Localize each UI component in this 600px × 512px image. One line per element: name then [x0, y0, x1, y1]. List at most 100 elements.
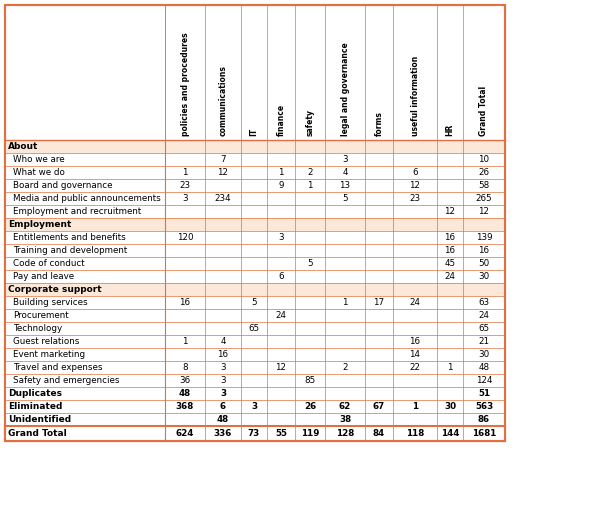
Text: 1: 1 — [182, 168, 188, 177]
Text: 144: 144 — [441, 429, 459, 438]
Text: 1: 1 — [342, 298, 348, 307]
Text: 55: 55 — [275, 429, 287, 438]
Text: Code of conduct: Code of conduct — [13, 259, 85, 268]
Text: 4: 4 — [342, 168, 348, 177]
Text: 124: 124 — [476, 376, 492, 385]
Text: 48: 48 — [179, 389, 191, 398]
Text: 22: 22 — [409, 363, 421, 372]
Bar — [5, 413, 505, 426]
Text: 62: 62 — [339, 402, 351, 411]
Bar — [5, 426, 505, 441]
Text: 23: 23 — [179, 181, 191, 190]
Bar — [5, 322, 505, 335]
Text: communications: communications — [218, 65, 227, 136]
Text: Guest relations: Guest relations — [13, 337, 79, 346]
Text: 45: 45 — [445, 259, 455, 268]
Text: 5: 5 — [307, 259, 313, 268]
Text: 1: 1 — [278, 168, 284, 177]
Text: 9: 9 — [278, 181, 284, 190]
Text: 265: 265 — [476, 194, 493, 203]
Bar — [5, 5, 505, 441]
Text: 48: 48 — [478, 363, 490, 372]
Text: 24: 24 — [275, 311, 287, 320]
Text: Eliminated: Eliminated — [8, 402, 62, 411]
Text: 67: 67 — [373, 402, 385, 411]
Text: 30: 30 — [478, 272, 490, 281]
Text: 1: 1 — [447, 363, 453, 372]
Text: Entitlements and benefits: Entitlements and benefits — [13, 233, 126, 242]
Text: 16: 16 — [409, 337, 421, 346]
Text: Travel and expenses: Travel and expenses — [13, 363, 103, 372]
Text: 139: 139 — [476, 233, 493, 242]
Text: useful information: useful information — [410, 56, 419, 136]
Text: Who we are: Who we are — [13, 155, 65, 164]
Text: 51: 51 — [478, 389, 490, 398]
Text: Employment: Employment — [8, 220, 71, 229]
Text: 368: 368 — [176, 402, 194, 411]
Text: 12: 12 — [218, 168, 229, 177]
Text: Media and public announcements: Media and public announcements — [13, 194, 161, 203]
Text: 3: 3 — [342, 155, 348, 164]
Text: Pay and leave: Pay and leave — [13, 272, 74, 281]
Text: 3: 3 — [251, 402, 257, 411]
Text: 12: 12 — [409, 181, 421, 190]
Bar — [5, 153, 505, 166]
Text: 65: 65 — [478, 324, 490, 333]
Text: 13: 13 — [340, 181, 350, 190]
Text: 2: 2 — [307, 168, 313, 177]
Text: 23: 23 — [409, 194, 421, 203]
Text: 12: 12 — [479, 207, 490, 216]
Bar — [5, 270, 505, 283]
Text: 38: 38 — [339, 415, 351, 424]
Text: Event marketing: Event marketing — [13, 350, 85, 359]
Text: forms: forms — [374, 111, 383, 136]
Bar — [5, 5, 505, 441]
Text: 563: 563 — [475, 402, 493, 411]
Text: 5: 5 — [251, 298, 257, 307]
Text: Technology: Technology — [13, 324, 62, 333]
Text: Training and development: Training and development — [13, 246, 127, 255]
Text: 86: 86 — [478, 415, 490, 424]
Text: 3: 3 — [220, 363, 226, 372]
Bar — [5, 257, 505, 270]
Bar — [5, 374, 505, 387]
Bar — [5, 231, 505, 244]
Text: IT: IT — [250, 128, 259, 136]
Text: Duplicates: Duplicates — [8, 389, 62, 398]
Text: 8: 8 — [182, 363, 188, 372]
Text: 4: 4 — [220, 337, 226, 346]
Text: 10: 10 — [478, 155, 490, 164]
Bar — [5, 400, 505, 413]
Text: 85: 85 — [304, 376, 316, 385]
Text: 63: 63 — [478, 298, 490, 307]
Text: 1: 1 — [412, 402, 418, 411]
Text: 234: 234 — [215, 194, 232, 203]
Text: 36: 36 — [179, 376, 191, 385]
Text: 16: 16 — [445, 233, 455, 242]
Bar — [5, 283, 505, 296]
Bar — [5, 179, 505, 192]
Bar — [5, 218, 505, 231]
Text: 26: 26 — [304, 402, 316, 411]
Text: 48: 48 — [217, 415, 229, 424]
Text: 3: 3 — [220, 376, 226, 385]
Text: 58: 58 — [478, 181, 490, 190]
Text: 336: 336 — [214, 429, 232, 438]
Text: About: About — [8, 142, 38, 151]
Text: 17: 17 — [373, 298, 385, 307]
Text: safety: safety — [305, 109, 314, 136]
Text: finance: finance — [277, 104, 286, 136]
Text: 24: 24 — [409, 298, 421, 307]
Text: 24: 24 — [479, 311, 490, 320]
Text: 3: 3 — [220, 389, 226, 398]
Text: 6: 6 — [278, 272, 284, 281]
Text: 50: 50 — [478, 259, 490, 268]
Text: Safety and emergencies: Safety and emergencies — [13, 376, 119, 385]
Text: 2: 2 — [342, 363, 348, 372]
Text: 3: 3 — [278, 233, 284, 242]
Text: 16: 16 — [445, 246, 455, 255]
Bar — [5, 296, 505, 309]
Text: 65: 65 — [248, 324, 260, 333]
Text: 21: 21 — [479, 337, 490, 346]
Text: 73: 73 — [248, 429, 260, 438]
